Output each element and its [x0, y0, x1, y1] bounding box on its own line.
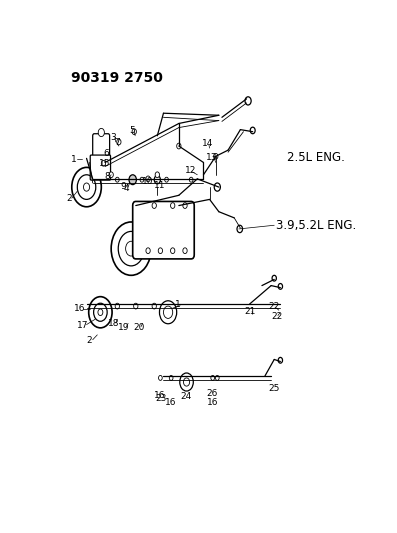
- Text: 21: 21: [244, 306, 255, 316]
- Text: 19: 19: [118, 323, 130, 332]
- Circle shape: [94, 303, 107, 321]
- Circle shape: [211, 375, 214, 381]
- Circle shape: [146, 176, 150, 182]
- Circle shape: [83, 183, 90, 191]
- Text: 26: 26: [206, 389, 218, 398]
- Circle shape: [129, 175, 137, 184]
- Circle shape: [152, 303, 156, 309]
- Text: 25: 25: [268, 384, 279, 393]
- Circle shape: [154, 175, 160, 184]
- Text: 20: 20: [133, 323, 145, 332]
- Circle shape: [155, 172, 160, 177]
- Circle shape: [272, 276, 276, 281]
- FancyBboxPatch shape: [93, 134, 110, 160]
- Circle shape: [77, 175, 96, 199]
- Text: 4: 4: [123, 184, 129, 193]
- Text: 2: 2: [87, 336, 93, 345]
- Circle shape: [98, 128, 104, 136]
- Text: 16: 16: [166, 398, 177, 407]
- Circle shape: [278, 358, 283, 363]
- Circle shape: [165, 177, 168, 182]
- Text: 5: 5: [129, 126, 135, 135]
- Circle shape: [134, 303, 138, 309]
- Circle shape: [177, 143, 181, 149]
- Circle shape: [237, 225, 243, 232]
- Text: 16: 16: [74, 304, 85, 313]
- Text: 8: 8: [104, 172, 110, 181]
- Text: 14: 14: [201, 140, 213, 149]
- Circle shape: [115, 303, 119, 309]
- FancyBboxPatch shape: [133, 201, 194, 259]
- Circle shape: [146, 248, 150, 254]
- Circle shape: [214, 154, 218, 159]
- FancyBboxPatch shape: [90, 155, 110, 180]
- Text: 23: 23: [155, 394, 167, 403]
- Circle shape: [132, 129, 137, 134]
- Text: 12: 12: [185, 166, 196, 175]
- Circle shape: [158, 248, 162, 254]
- Circle shape: [183, 203, 187, 208]
- Circle shape: [160, 301, 177, 324]
- Circle shape: [189, 177, 193, 182]
- Circle shape: [171, 203, 175, 208]
- Circle shape: [164, 306, 173, 318]
- Circle shape: [180, 373, 193, 391]
- Text: 3: 3: [110, 133, 116, 142]
- Text: 2.5L ENG.: 2.5L ENG.: [287, 151, 345, 164]
- Text: 2: 2: [66, 193, 71, 203]
- Text: 6: 6: [104, 149, 110, 158]
- Circle shape: [109, 172, 113, 177]
- Circle shape: [183, 248, 187, 254]
- Circle shape: [245, 97, 251, 105]
- Circle shape: [98, 309, 103, 316]
- Circle shape: [169, 375, 173, 381]
- Circle shape: [101, 160, 106, 166]
- Circle shape: [72, 167, 101, 207]
- Text: 9: 9: [120, 182, 126, 191]
- Text: 1: 1: [71, 155, 77, 164]
- Text: 22: 22: [271, 312, 282, 321]
- Circle shape: [214, 183, 220, 191]
- Circle shape: [278, 284, 283, 289]
- Text: 7: 7: [114, 138, 120, 147]
- Circle shape: [152, 203, 156, 208]
- Text: 90319 2750: 90319 2750: [71, 71, 163, 85]
- Text: 24: 24: [180, 392, 191, 401]
- Circle shape: [116, 177, 119, 182]
- Text: 16: 16: [207, 398, 218, 407]
- Circle shape: [183, 378, 190, 386]
- Circle shape: [111, 222, 151, 276]
- Circle shape: [171, 248, 175, 254]
- Text: 11: 11: [154, 181, 166, 190]
- Text: 10: 10: [142, 177, 153, 186]
- Text: 15: 15: [98, 159, 110, 168]
- Circle shape: [117, 139, 121, 145]
- Text: 17: 17: [77, 321, 89, 330]
- Text: 18: 18: [108, 319, 119, 328]
- Text: 22: 22: [269, 302, 280, 311]
- Text: 3.9,5.2L ENG.: 3.9,5.2L ENG.: [276, 219, 356, 232]
- Text: 16: 16: [154, 391, 166, 400]
- Circle shape: [125, 241, 137, 256]
- Circle shape: [158, 375, 162, 381]
- Circle shape: [89, 297, 112, 328]
- Text: 13: 13: [206, 153, 218, 162]
- Circle shape: [216, 375, 219, 381]
- Circle shape: [118, 231, 144, 266]
- Text: 1: 1: [175, 301, 181, 309]
- Circle shape: [250, 127, 255, 134]
- Circle shape: [140, 177, 144, 182]
